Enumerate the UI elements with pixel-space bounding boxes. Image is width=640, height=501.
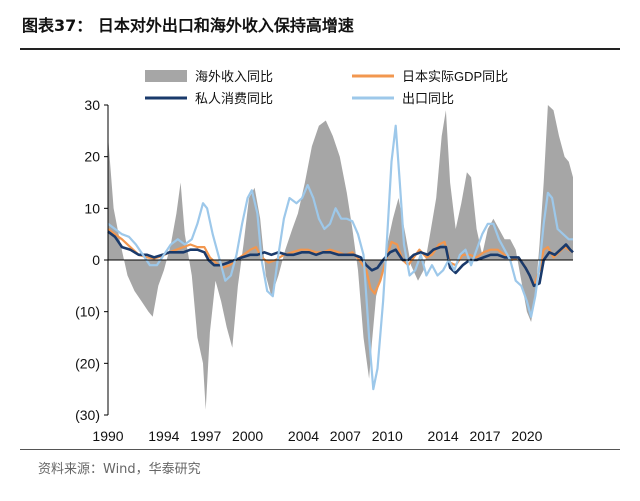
x-tick-label: 2007 bbox=[330, 428, 361, 444]
legend-swatch-area bbox=[145, 70, 187, 82]
chart-title: 图表37： 日本对外出口和海外收入保持高增速 bbox=[22, 16, 354, 35]
legend-label: 出口同比 bbox=[402, 91, 454, 106]
y-tick-label: 0 bbox=[92, 252, 100, 268]
x-tick-label: 2004 bbox=[288, 428, 319, 444]
plot-layer bbox=[107, 105, 574, 410]
y-tick-label: (10) bbox=[75, 304, 100, 320]
y-tick-label: (20) bbox=[75, 355, 100, 371]
series-area-overseas-income bbox=[108, 105, 573, 410]
y-tick-label: 30 bbox=[84, 97, 100, 113]
series-line-exports bbox=[107, 124, 573, 391]
x-tick-label: 2017 bbox=[469, 428, 500, 444]
legend-label: 海外收入同比 bbox=[195, 69, 273, 84]
legend-label: 私人消费同比 bbox=[195, 91, 273, 106]
x-tick-label: 1994 bbox=[148, 428, 179, 444]
x-tick-label: 2014 bbox=[428, 428, 459, 444]
x-tick-label: 1990 bbox=[92, 428, 123, 444]
x-tick-label: 2000 bbox=[232, 428, 263, 444]
x-tick-label: 2020 bbox=[511, 428, 542, 444]
y-tick-label: 10 bbox=[84, 200, 100, 216]
legend-label: 日本实际GDP同比 bbox=[402, 69, 508, 84]
source-note: 资料来源：Wind，华泰研究 bbox=[38, 462, 201, 477]
x-tick-label: 2010 bbox=[372, 428, 403, 444]
title-divider bbox=[20, 48, 620, 50]
footer-divider bbox=[20, 449, 620, 450]
x-tick-label: 1997 bbox=[190, 428, 221, 444]
y-tick-label: (30) bbox=[75, 407, 100, 423]
y-tick-label: 20 bbox=[84, 149, 100, 165]
